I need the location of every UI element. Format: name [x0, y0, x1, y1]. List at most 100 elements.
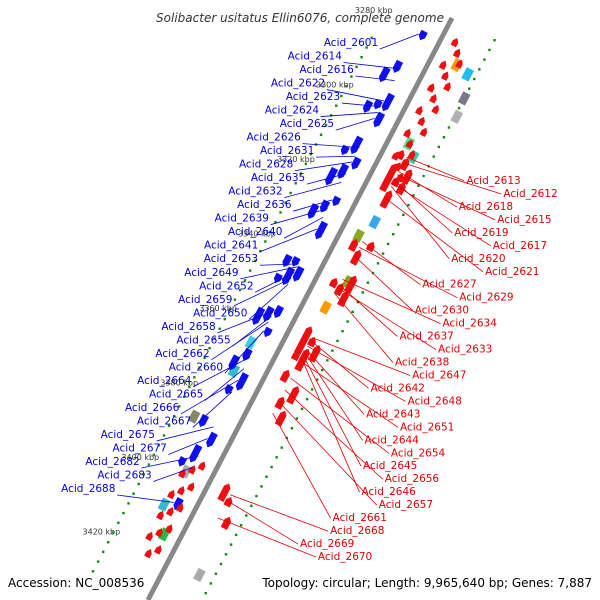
reverse-leader-line [226, 500, 299, 545]
reverse-gene-arrow [156, 510, 164, 521]
forward-gene-arrow [262, 305, 275, 322]
forward-gene-label: Acid_2625 [280, 118, 334, 130]
tick-mark [203, 356, 206, 360]
forward-gene-label: Acid_2631 [260, 145, 314, 157]
reverse-gene-arrow [440, 71, 449, 81]
kbp-label: 3380 kbp [160, 378, 198, 387]
forward-leader-line [379, 33, 419, 50]
tick-mark [157, 443, 161, 447]
forward-gene-arrow [314, 220, 329, 240]
tick-mark [228, 308, 232, 311]
tick-mark [218, 327, 221, 330]
tick-mark [417, 184, 420, 187]
feature-block [157, 497, 171, 512]
tick-mark [260, 485, 263, 488]
tick-mark [386, 242, 390, 246]
tick-mark [350, 75, 353, 78]
reverse-gene-arrow [178, 468, 186, 479]
reverse-leader-line [290, 377, 390, 454]
reverse-gene-label: Acid_2656 [385, 473, 440, 485]
forward-gene-arrow [198, 413, 210, 428]
reverse-gene-arrow [455, 59, 463, 69]
forward-gene-arrow [373, 98, 383, 110]
reverse-gene-label: Acid_2638 [395, 357, 449, 369]
feature-block [244, 335, 258, 350]
tick-mark [284, 201, 287, 204]
tick-mark [219, 562, 223, 566]
forward-leader-line [117, 494, 175, 503]
tick-mark [304, 162, 308, 166]
forward-gene-label: Acid_2659 [178, 294, 232, 306]
tick-mark [336, 339, 339, 343]
tick-mark [331, 349, 334, 352]
tick-mark [493, 39, 496, 42]
tick-mark [326, 359, 329, 362]
reverse-leader-line [397, 174, 496, 221]
forward-gene-arrow [332, 195, 342, 207]
reverse-gene-label: Acid_2643 [366, 408, 420, 420]
reverse-gene-label: Acid_2661 [333, 512, 387, 524]
forward-gene-label: Acid_2655 [176, 334, 230, 346]
tick-mark [412, 194, 415, 197]
reverse-leader-line [217, 517, 317, 558]
forward-gene-arrow [362, 99, 374, 113]
forward-gene-arrow [173, 496, 184, 511]
tick-mark [162, 434, 166, 437]
tick-mark [188, 385, 191, 389]
reverse-leader-line [392, 183, 491, 247]
tick-mark [101, 550, 105, 554]
tick-mark [264, 240, 267, 243]
reverse-leader-line [334, 293, 394, 363]
reverse-leader-line [312, 337, 411, 376]
forward-gene-arrow [307, 203, 320, 219]
forward-leader-line [192, 356, 251, 388]
forward-leader-line [283, 216, 324, 239]
forward-leader-line [141, 455, 199, 469]
reverse-gene-arrow [328, 277, 338, 289]
feature-block [368, 214, 382, 230]
kbp-label: 3420 kbp [83, 527, 121, 536]
reverse-gene-arrow [343, 275, 358, 295]
reverse-gene-arrow [395, 173, 404, 183]
reverse-gene-arrow [379, 190, 393, 209]
reverse-leader-line [393, 180, 453, 234]
tick-mark [321, 368, 324, 372]
reverse-leader-line [272, 413, 331, 519]
forward-gene-arrow [340, 144, 350, 156]
forward-gene-labels: Acid_2601Acid_2614Acid_2616Acid_2622Acid… [61, 33, 419, 503]
forward-leader-line [192, 391, 233, 428]
reverse-gene-arrow [274, 396, 285, 410]
reverse-leader-line [384, 197, 484, 273]
reverse-leader-line [339, 284, 398, 337]
genome-backbone [145, 16, 455, 600]
reverse-gene-arrow [165, 507, 174, 517]
tick-mark [107, 540, 110, 544]
tick-mark [270, 465, 273, 469]
forward-gene-arrow [418, 29, 428, 41]
forward-leader-line [180, 379, 239, 415]
reverse-gene-arrow [144, 549, 152, 559]
tick-mark [447, 126, 451, 129]
forward-gene-label: Acid_2628 [239, 159, 293, 171]
reverse-leader-line [403, 162, 502, 195]
tick-mark [299, 172, 302, 175]
accession-text: Accession: NC_008536 [8, 576, 144, 590]
reverse-leader-line [307, 345, 406, 402]
reverse-gene-arrow [187, 465, 196, 475]
tick-mark [381, 252, 385, 255]
tick-mark [432, 155, 435, 158]
tick-mark [290, 427, 294, 430]
reverse-leader-line [305, 348, 365, 415]
reverse-gene-arrow [426, 83, 435, 93]
reverse-gene-arrow [167, 489, 175, 500]
forward-leader-line [335, 118, 375, 131]
reverse-gene-arrow [438, 60, 447, 71]
forward-gene-arrow [378, 66, 391, 83]
tick-mark [300, 407, 304, 411]
tick-mark [193, 376, 196, 379]
reverse-gene-arrow [414, 106, 423, 116]
forward-gene-arrow [350, 135, 364, 155]
tick-mark [137, 482, 140, 486]
forward-gene-label: Acid_2677 [113, 442, 167, 454]
reverse-gene-arrow [223, 497, 233, 508]
